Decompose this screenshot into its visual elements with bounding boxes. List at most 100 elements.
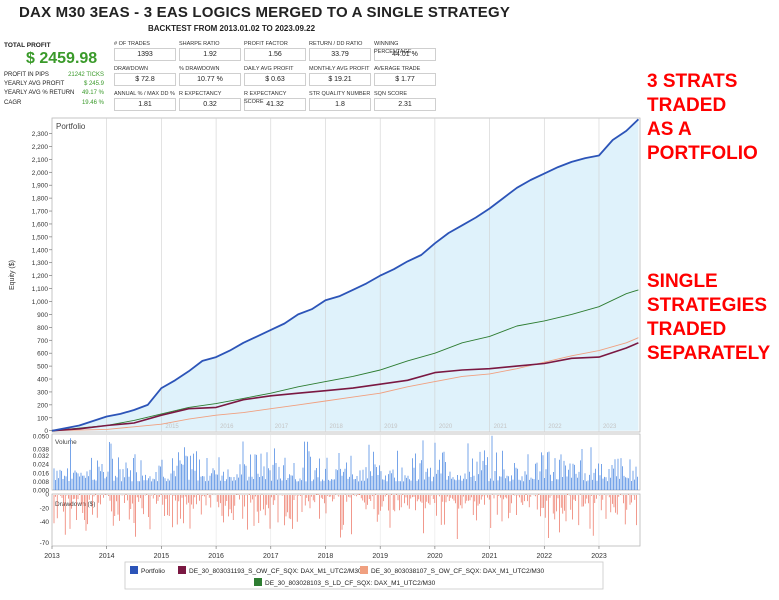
watermark-year: 2015 [165, 424, 179, 430]
volume-tick-label: 0.038 [33, 447, 50, 454]
portfolio-area [52, 119, 639, 431]
x-tick-label: 2021 [482, 553, 498, 560]
metric-value: 1.56 [244, 48, 306, 61]
series-line-0 [51, 118, 640, 432]
y-tick-label: 300 [37, 389, 48, 396]
stat-row: PROFIT IN PIPS 21242 TICKS [4, 71, 104, 80]
drawdown-tick-label: -40 [40, 519, 50, 526]
metric-cell: MONTHLY AVG PROFIT $ 19.21 [309, 65, 371, 86]
x-tick-label: 2018 [318, 553, 334, 560]
y-axis-label: Equity ($) [9, 260, 16, 290]
metric-label: RETURN / DD RATIO [309, 41, 363, 47]
metric-label: MONTHLY AVG PROFIT [309, 66, 370, 72]
y-tick-label: 600 [37, 351, 48, 358]
metric-label: WINNING PERCENTAGE [374, 41, 412, 55]
drawdown-panel [51, 493, 641, 547]
metric-value: $ 19.21 [309, 73, 371, 86]
metric-cell: SQN SCORE 2.31 [374, 90, 436, 111]
legend-swatch [360, 566, 368, 574]
summary-stats: PROFIT IN PIPS 21242 TICKS YEARLY AVG PRO… [4, 71, 104, 108]
watermark-year: 2016 [220, 424, 234, 430]
metrics-grid: # OF TRADES 1393 SHARPE RATIO 1.92 PROFIT … [114, 40, 436, 111]
metric-label: R EXPECTANCY [179, 91, 222, 97]
metric-label: R EXPECTANCY SCORE [244, 91, 287, 105]
metric-label: STR QUALITY NUMBER [309, 91, 371, 97]
metric-value: 33.79 [309, 48, 371, 61]
annotation-line: TRADED [647, 95, 727, 116]
watermark-year: 2020 [439, 424, 453, 430]
x-tick-label: 2016 [208, 553, 224, 560]
y-tick-label: 1,800 [32, 196, 49, 203]
watermark-year: 2023 [603, 424, 617, 430]
metric-value: 10.77 % [179, 73, 241, 86]
metric-cell: RETURN / DD RATIO 33.79 [309, 40, 371, 61]
metric-cell: DAILY AVG PROFIT $ 0.63 [244, 65, 306, 86]
metric-value: $ 72.8 [114, 73, 176, 86]
x-tick-label: 2014 [99, 553, 115, 560]
y-tick-label: 2,000 [32, 170, 49, 177]
metric-cell: STR QUALITY NUMBER 1.8 [309, 90, 371, 111]
annotation-line: SEPARATELY [647, 343, 771, 364]
metric-cell: R EXPECTANCY SCORE 41.32 [244, 90, 306, 111]
volume-tick-label: 0.024 [33, 462, 50, 469]
watermark-year: 2017 [275, 424, 289, 430]
x-tick-label: 2013 [44, 553, 60, 560]
stat-row: CAGR 19.46 % [4, 99, 104, 108]
x-tick-label: 2019 [372, 553, 388, 560]
metric-label: SHARPE RATIO [179, 41, 220, 47]
metric-value: $ 0.63 [244, 73, 306, 86]
metric-label: # OF TRADES [114, 41, 150, 47]
y-tick-label: 1,900 [32, 183, 49, 190]
series-line-2 [51, 337, 639, 432]
stat-value: $ 245.9 [83, 81, 104, 88]
y-tick-label: 500 [37, 364, 48, 371]
legend-swatch [130, 566, 138, 574]
annotation-line: STRATEGIES [647, 295, 767, 316]
metric-label: ANNUAL % / MAX DD % [114, 91, 175, 97]
legend-label: DE_30_803031193_S_OW_CF_SQX: DAX_M1_UTC2… [189, 568, 362, 575]
watermark-year: 2019 [384, 424, 398, 430]
stat-label: YEARLY AVG PROFIT [4, 81, 65, 88]
portfolio-annotation: 3 STRATS TRADED AS A PORTFOLIO [647, 70, 758, 166]
stat-value: 49.17 % [81, 90, 104, 97]
y-tick-label: 1,400 [32, 247, 49, 254]
annotation-line: SINGLE [647, 271, 718, 292]
volume-label: Volume [55, 439, 77, 446]
annotation-line: 3 STRATS [647, 71, 738, 92]
metric-cell: AVERAGE TRADE $ 1.77 [374, 65, 436, 86]
watermark-year: 2018 [329, 424, 343, 430]
y-tick-label: 1,300 [32, 260, 49, 267]
y-tick-label: 2,200 [32, 144, 49, 151]
legend-label: Portfolio [141, 568, 165, 575]
drawdown-tick-label: 0 [45, 492, 49, 499]
y-tick-label: 900 [37, 312, 48, 319]
metric-value: 1393 [114, 48, 176, 61]
metric-value: 1.81 [114, 98, 176, 111]
legend-label: DE_30_803028103_S_LD_CF_SQX: DAX_M1_UTC2… [265, 580, 436, 587]
drawdown-tick-label: -70 [40, 540, 50, 547]
legend-label: DE_30_803038107_S_OW_CF_SQX: DAX_M1_UTC2… [371, 568, 544, 575]
y-tick-label: 1,000 [32, 299, 49, 306]
annotation-line: TRADED [647, 319, 727, 340]
metric-value: 44.01 % [374, 48, 436, 61]
metric-value: 2.31 [374, 98, 436, 111]
watermark-year: 2022 [548, 424, 562, 430]
legend-swatch [178, 566, 186, 574]
drawdown-tick-label: -20 [40, 505, 50, 512]
y-tick-label: 1,500 [32, 234, 49, 241]
metric-cell: SHARPE RATIO 1.92 [179, 40, 241, 61]
y-tick-label: 1,600 [32, 221, 49, 228]
metric-value: 1.8 [309, 98, 371, 111]
stat-row: YEARLY AVG PROFIT $ 245.9 [4, 80, 104, 89]
series-line-3 [51, 289, 639, 432]
stat-value: 19.46 % [81, 99, 104, 106]
metric-cell: WINNING PERCENTAGE 44.01 % [374, 40, 436, 61]
y-tick-label: 200 [37, 402, 48, 409]
stat-label: YEARLY AVG % RETURN [4, 90, 75, 97]
metric-value: 0.32 [179, 98, 241, 111]
y-tick-label: 2,300 [32, 131, 49, 138]
total-profit-value: $ 2459.98 [26, 50, 98, 67]
stat-row: YEARLY AVG % RETURN 49.17 % [4, 89, 104, 98]
panel-title: Portfolio [56, 122, 86, 131]
